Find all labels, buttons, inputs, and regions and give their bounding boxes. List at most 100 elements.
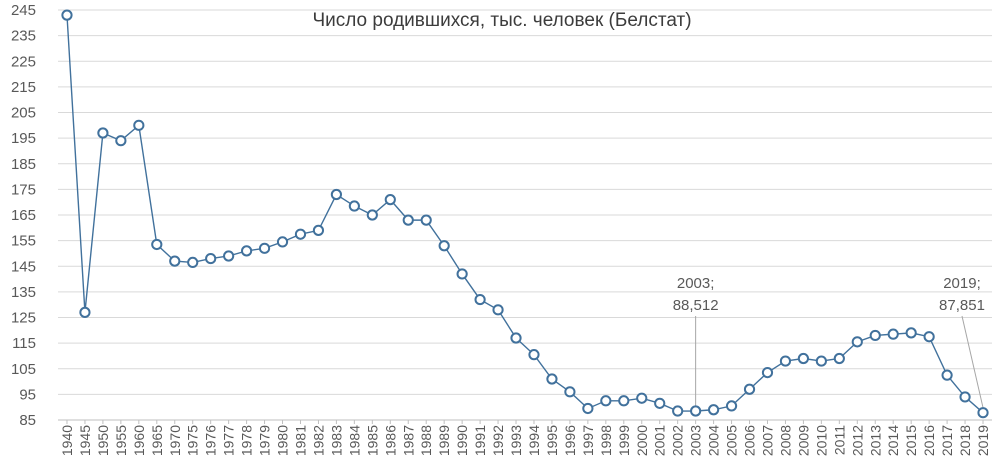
data-point	[905, 327, 917, 339]
x-tick-label: 2018	[957, 425, 973, 456]
y-tick-label: 215	[11, 79, 36, 96]
data-point	[79, 306, 91, 318]
x-tick-label: 1996	[562, 425, 578, 456]
data-point	[672, 405, 684, 417]
x-tick-label: 2010	[813, 425, 829, 456]
data-point	[240, 245, 253, 257]
data-point	[923, 331, 935, 343]
x-tick-label: 1970	[167, 425, 183, 456]
x-tick-label: 1950	[95, 425, 111, 456]
x-tick-label: 1986	[382, 425, 398, 456]
y-tick-label: 135	[11, 284, 36, 301]
data-point	[223, 250, 235, 262]
x-tick-label: 2004	[706, 425, 722, 456]
data-point	[815, 355, 827, 367]
data-point	[564, 386, 576, 398]
x-tick-label: 2002	[670, 425, 686, 456]
x-tick-label: 1993	[508, 425, 524, 456]
x-tick-label: 1955	[113, 425, 129, 456]
data-point	[97, 127, 109, 139]
x-tick-label: 1960	[131, 425, 147, 456]
y-tick-label: 175	[11, 181, 36, 198]
data-point	[312, 224, 325, 236]
x-tick-label: 1977	[221, 425, 237, 456]
y-tick-label: 165	[11, 207, 36, 224]
x-tick-label: 2019	[975, 425, 991, 456]
data-point	[941, 369, 953, 381]
x-tick-label: 2013	[867, 425, 883, 456]
data-point	[133, 119, 145, 131]
x-tick-label: 1981	[292, 425, 308, 456]
x-tick-label: 1990	[454, 425, 470, 456]
data-point	[654, 397, 666, 409]
x-tick-label: 2003	[688, 425, 704, 456]
data-point	[707, 404, 720, 416]
data-point	[402, 214, 414, 226]
annotation-leader-line	[961, 315, 984, 408]
data-point	[187, 256, 199, 269]
x-tick-label: 1999	[616, 425, 632, 456]
x-tick-label: 1980	[275, 425, 291, 456]
data-point	[887, 328, 899, 340]
y-tick-label: 115	[12, 335, 36, 352]
x-tick-label: 1982	[310, 425, 326, 456]
x-tick-label: 2005	[724, 425, 740, 456]
x-tick-label: 2009	[795, 425, 811, 456]
y-tick-label: 195	[11, 130, 36, 147]
x-tick-label: 1979	[257, 425, 273, 456]
x-tick-label: 1997	[580, 425, 596, 456]
x-tick-label: 1995	[544, 425, 560, 456]
y-tick-label: 185	[11, 156, 36, 173]
y-tick-label: 85	[19, 412, 36, 429]
gridlines	[58, 9, 992, 424]
data-point	[330, 188, 343, 201]
x-tick-label: 1975	[185, 425, 201, 456]
data-point	[528, 349, 540, 361]
data-point	[582, 402, 594, 415]
x-tick-label: 2001	[652, 425, 668, 456]
x-tick-label: 2011	[831, 425, 847, 455]
x-tick-label: 1987	[400, 425, 416, 456]
data-point	[690, 405, 702, 417]
x-tick-label: 2016	[921, 425, 937, 456]
x-axis-ticks: 1940 1945 1950 1955 1960 1965 1970 1975 1976 1977…	[59, 425, 991, 456]
data-point	[348, 200, 360, 212]
series-line	[66, 15, 984, 414]
y-tick-label: 105	[11, 361, 36, 378]
data-point	[384, 194, 396, 206]
data-point	[438, 240, 450, 252]
x-tick-label: 1940	[59, 425, 75, 456]
x-tick-label: 2008	[777, 425, 793, 456]
data-point	[474, 293, 486, 306]
x-tick-label: 2006	[742, 425, 758, 456]
data-point	[456, 268, 468, 280]
x-tick-label: 1989	[436, 425, 452, 456]
y-tick-label: 245	[11, 2, 36, 19]
data-point	[420, 214, 432, 226]
x-tick-label: 1985	[364, 425, 380, 456]
x-tick-label: 1965	[149, 425, 165, 456]
chart-title: Число родившихся, тыс. человек (Белстат)	[312, 10, 692, 31]
data-point	[115, 135, 127, 147]
y-tick-label: 235	[11, 28, 36, 45]
data-point	[959, 391, 971, 403]
x-tick-label: 1978	[239, 425, 255, 456]
data-point	[725, 400, 738, 412]
data-point	[151, 238, 163, 251]
y-tick-label: 155	[11, 233, 36, 250]
data-point	[618, 395, 630, 407]
data-point	[600, 395, 612, 407]
y-tick-label: 125	[11, 310, 36, 327]
data-point	[761, 366, 774, 379]
data-point	[492, 304, 504, 316]
annotation-value: 88,512	[673, 297, 719, 314]
x-tick-label: 2014	[885, 425, 901, 456]
series	[61, 9, 989, 419]
data-point	[797, 352, 810, 365]
x-tick-label: 1983	[328, 425, 344, 456]
y-axis-ticks: 85 95 105 115 125 135 145 155 165 175 185 195 205 215…	[11, 2, 36, 429]
data-point	[258, 242, 271, 254]
x-tick-label: 2000	[634, 425, 650, 456]
data-point	[869, 329, 881, 342]
